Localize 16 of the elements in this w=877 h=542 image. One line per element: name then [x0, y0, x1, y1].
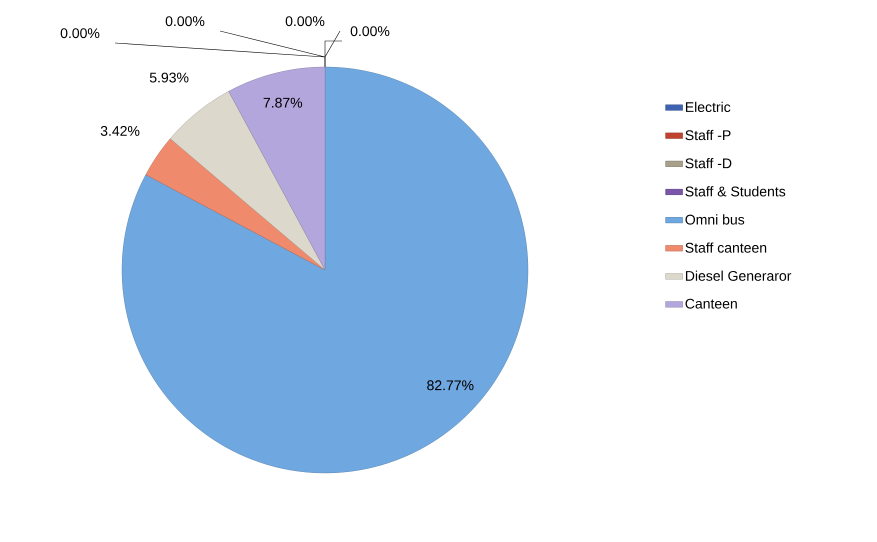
text: 0.00% — [286, 16, 324, 26]
legend-label: Staff canteen — [685, 242, 766, 253]
data-label: 3.42% — [100, 126, 140, 136]
legend-label: Canteen — [686, 298, 737, 309]
data-label: 5.93% — [150, 72, 188, 83]
legend-label: Omni bus — [685, 214, 744, 225]
legend-label: Staff -P — [685, 130, 731, 140]
text: 0.00% — [350, 26, 390, 36]
data-label: 7.87% — [264, 98, 302, 108]
text: 0.00% — [60, 28, 100, 38]
legend-label: Staff -D — [685, 158, 732, 168]
legend-label: Electric — [686, 102, 730, 112]
legend-label: Staff & Students — [685, 186, 786, 196]
data-label: 82.77% — [427, 380, 474, 390]
text: 0.00% — [166, 16, 204, 26]
legend-label: Diesel Generaror — [686, 270, 792, 281]
